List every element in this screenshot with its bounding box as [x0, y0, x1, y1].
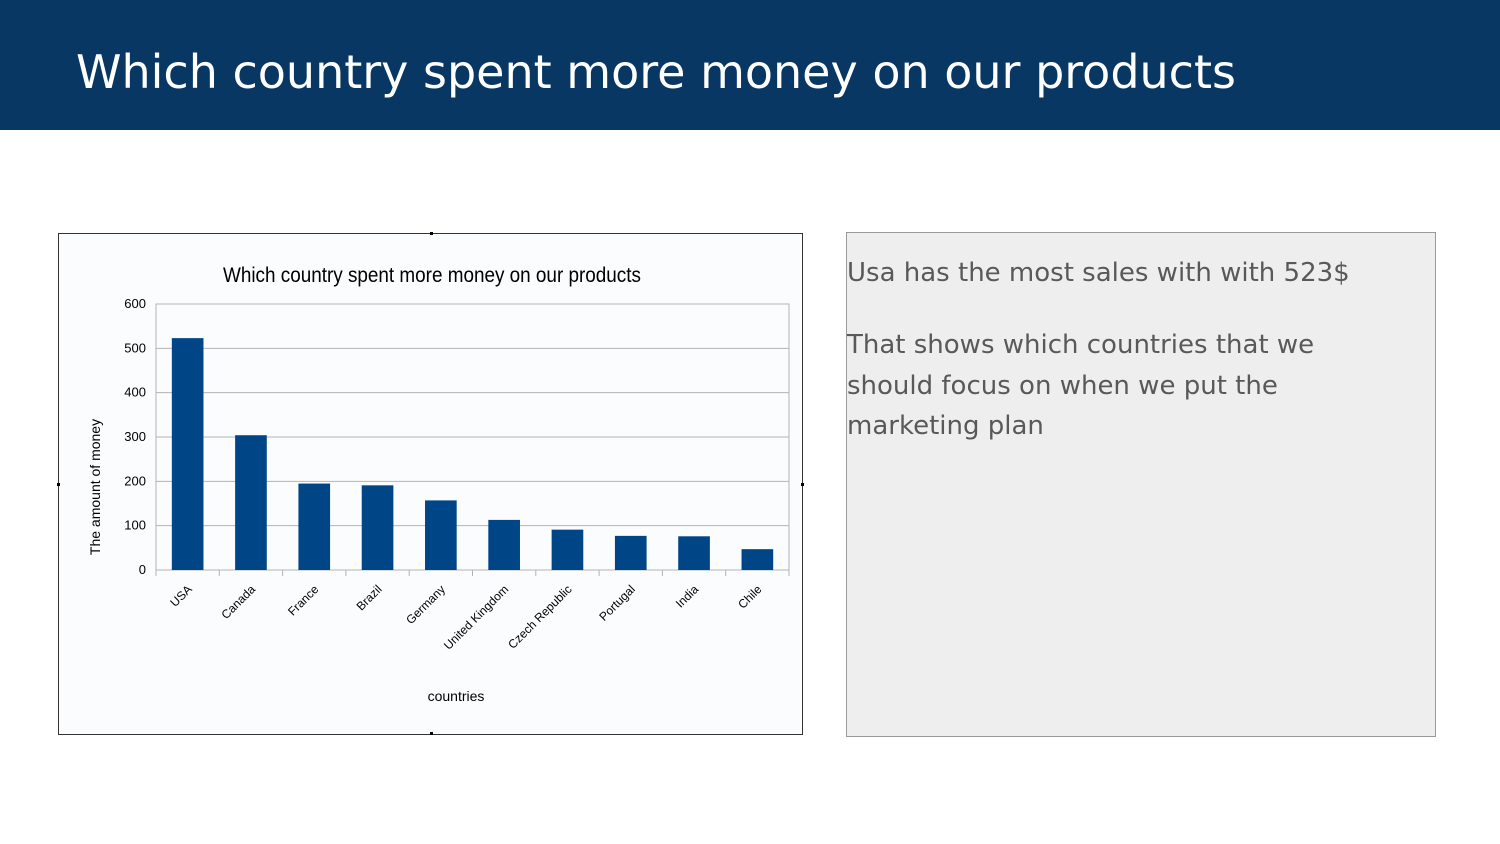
- y-tick-label: 300: [124, 429, 146, 444]
- bar-united-kingdom: [488, 519, 520, 570]
- notes-panel[interactable]: Usa has the most sales with with 523$ Th…: [846, 232, 1436, 737]
- slide-title: Which country spent more money on our pr…: [76, 45, 1236, 99]
- y-axis-ticks: 0 100 200 300 400 500 600: [124, 296, 146, 577]
- title-banner: Which country spent more money on our pr…: [0, 0, 1500, 130]
- y-tick-label: 500: [124, 340, 146, 355]
- y-axis-label: The amount of money: [87, 419, 103, 555]
- notes-paragraph-1: Usa has the most sales with with 523$: [847, 258, 1350, 288]
- y-tick-label: 200: [124, 473, 146, 488]
- bar-chile: [741, 549, 774, 570]
- resize-handle-top[interactable]: [430, 232, 433, 235]
- x-axis-label: countries: [428, 688, 485, 704]
- chart-background: [59, 234, 801, 733]
- bar-brazil: [361, 485, 394, 570]
- y-tick-label: 100: [124, 518, 146, 533]
- bar-canada: [235, 435, 267, 570]
- notes-paragraph-2: That shows which countries that we shoul…: [847, 330, 1315, 441]
- chart-frame[interactable]: Which country spent more money on our pr…: [57, 232, 804, 735]
- bar-czech-republic: [551, 529, 584, 570]
- bars: [171, 338, 774, 570]
- resize-handle-left[interactable]: [57, 483, 60, 486]
- bar-germany: [425, 500, 457, 570]
- bar-portugal: [614, 535, 647, 570]
- resize-handle-right[interactable]: [801, 483, 804, 486]
- bar-chart: Which country spent more money on our pr…: [59, 234, 801, 733]
- chart-title: Which country spent more money on our pr…: [223, 264, 641, 287]
- y-tick-label: 400: [124, 385, 146, 400]
- bar-france: [298, 483, 331, 570]
- resize-handle-bottom[interactable]: [430, 732, 433, 735]
- y-tick-label: 0: [139, 562, 146, 577]
- y-tick-label: 600: [124, 296, 146, 311]
- bar-usa: [171, 338, 204, 570]
- bar-india: [678, 536, 710, 570]
